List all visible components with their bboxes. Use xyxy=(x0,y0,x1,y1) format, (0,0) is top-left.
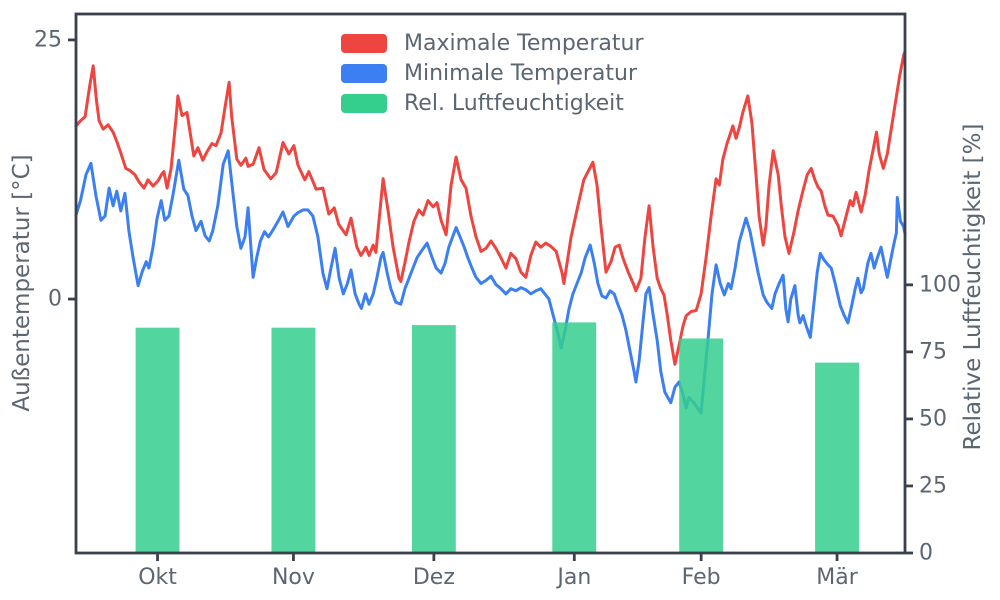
humidity-bar xyxy=(135,327,180,553)
humidity-bar xyxy=(815,362,859,553)
left-axis-label: Außentemperatur [°C] xyxy=(9,154,35,411)
legend-item-humidity: Rel. Luftfeuchtigkeit xyxy=(341,91,643,116)
y-right-tick-label: 0 xyxy=(919,541,933,566)
legend-swatch-humidity xyxy=(341,94,387,113)
legend-swatch-min-temp xyxy=(341,64,387,83)
x-tick-label: Feb xyxy=(682,565,721,590)
humidity-bar xyxy=(679,338,724,553)
legend-label-max-temp: Maximale Temperatur xyxy=(404,31,644,56)
y-left-tick-label: 25 xyxy=(34,27,62,52)
legend-label-min-temp: Minimale Temperatur xyxy=(404,61,638,86)
humidity-bar xyxy=(552,322,597,553)
legend: Maximale Temperatur Minimale Temperatur … xyxy=(341,31,644,116)
x-tick-label: Nov xyxy=(272,565,315,590)
min-temp-line xyxy=(74,149,907,415)
x-tick-label: Okt xyxy=(138,565,177,590)
x-tick-label: Dez xyxy=(413,565,455,590)
y-right-tick-label: 100 xyxy=(919,272,961,297)
x-tick-label: Jan xyxy=(555,565,591,590)
axes-ticks: 0 25 0 25 50 75 100 Okt Nov Dez Jan Feb Mär xyxy=(34,27,961,590)
humidity-bar xyxy=(271,327,316,553)
humidity-bar xyxy=(411,325,456,553)
y-right-tick-label: 25 xyxy=(919,473,947,498)
humidity-bars xyxy=(135,322,859,553)
right-axis-label: Relative Luftfeuchtigkeit [%] xyxy=(960,124,986,451)
legend-item-min-temp: Minimale Temperatur xyxy=(341,61,643,86)
legend-swatch-max-temp xyxy=(341,34,387,53)
x-tick-label: Mär xyxy=(816,565,858,590)
y-left-tick-label: 0 xyxy=(48,287,62,312)
y-right-tick-label: 75 xyxy=(919,339,947,364)
y-right-tick-label: 50 xyxy=(919,406,947,431)
legend-item-max-temp: Maximale Temperatur xyxy=(341,31,644,56)
legend-label-humidity: Rel. Luftfeuchtigkeit xyxy=(404,91,624,116)
max-temp-line xyxy=(74,49,907,366)
temperature-lines xyxy=(74,49,907,415)
